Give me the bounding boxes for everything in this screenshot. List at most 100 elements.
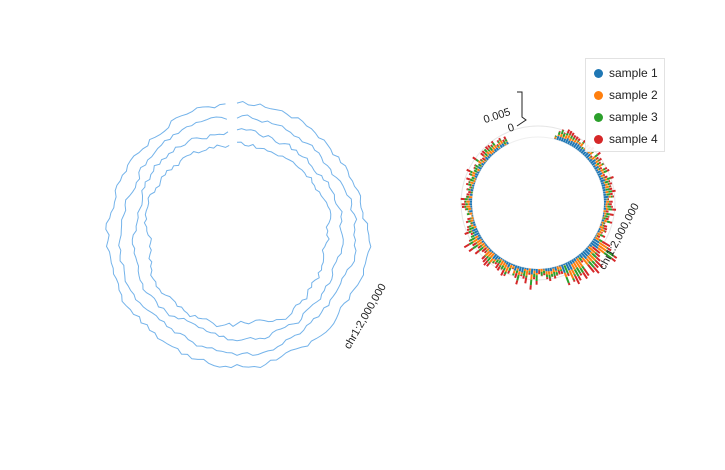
bar-mark-sample-1 [512,264,516,267]
bar-mark-sample-1 [602,188,606,192]
bar-mark-sample-1 [486,245,489,248]
bar-mark-sample-1 [488,248,493,253]
bar-mark-sample-3 [485,255,489,259]
bar-mark-sample-1 [573,142,578,149]
bar-mark-sample-1 [564,262,571,271]
legend-item[interactable]: sample 1 [594,65,658,81]
legend-dot-icon [594,134,603,144]
bar-mark-sample-2 [491,149,495,153]
bar-mark-sample-2 [567,134,571,139]
bar-mark-sample-1 [549,267,553,272]
bar-mark-sample-1 [506,141,509,145]
track-label: chr1:2,000,000 [342,282,389,352]
bar-mark-sample-4 [465,220,469,224]
bar-mark-sample-3 [503,141,507,145]
bar-mark-sample-1 [480,238,484,241]
bar-mark-sample-3 [598,167,601,171]
bar-mark-sample-2 [568,137,572,142]
bar-mark-sample-1 [598,175,602,179]
bar-mark-sample-1 [485,160,488,163]
bar-mark-sample-2 [558,266,562,270]
bar-mark-sample-1 [583,152,589,158]
bar-mark-sample-4 [466,225,470,229]
bar-mark-sample-2 [600,174,604,178]
bar-mark-sample-4 [557,270,561,275]
bar-mark-sample-4 [599,166,603,170]
bar-mark-sample-1 [585,247,592,253]
bar-mark-sample-3 [491,145,494,148]
bar-mark-sample-3 [487,148,491,152]
bar-mark-sample-1 [513,265,518,271]
bar-mark-sample-2 [502,262,506,267]
bar-mark-sample-4 [496,143,499,147]
legend-item[interactable]: sample 2 [594,87,658,103]
bar-mark-sample-2 [477,160,483,165]
bar-mark-sample-1 [473,229,479,234]
bar-mark-sample-2 [571,139,574,142]
bar-mark-sample-1 [576,255,580,259]
bar-mark-sample-4 [481,157,486,161]
bar-mark-sample-1 [578,253,584,259]
bar-mark-sample-4 [595,252,601,258]
bar-mark-sample-4 [472,156,477,161]
bar-mark-sample-1 [480,162,485,166]
bar-mark-sample-1 [481,240,485,244]
bar-mark-sample-2 [599,225,604,230]
bar-mark-sample-2 [579,142,584,147]
bar-mark-sample-4 [468,247,474,253]
bar-mark-sample-3 [573,273,576,277]
bar-mark-sample-4 [481,247,487,253]
bar-mark-sample-1 [575,143,580,150]
bar-mark-sample-2 [486,248,490,252]
legend-item[interactable]: sample 4 [594,131,658,147]
bar-mark-sample-2 [504,143,507,146]
bar-mark-sample-2 [497,258,500,261]
legend-dot-icon [594,90,603,100]
bar-mark-sample-1 [600,223,603,226]
bar-mark-sample-4 [483,260,489,266]
bar-mark-sample-1 [567,140,571,145]
bar-mark-sample-4 [514,272,518,279]
bar-mark-sample-1 [556,135,560,141]
bar-mark-sample-3 [484,159,487,162]
bar-mark-sample-3 [484,254,487,257]
bar-mark-sample-4 [490,140,494,144]
bar-mark-sample-4 [464,231,470,236]
bar-mark-sample-2 [588,253,596,261]
bar-mark-sample-3 [483,148,488,153]
bar-mark-sample-4 [481,150,486,155]
bar-mark-sample-2 [574,260,582,269]
bar-mark-sample-3 [606,177,611,181]
bar-mark-sample-3 [470,234,475,238]
bar-mark-sample-1 [492,253,498,260]
bar-mark-sample-1 [562,138,567,143]
bar-mark-sample-1 [471,227,478,232]
bar-mark-sample-2 [488,150,493,155]
bar-mark-sample-2 [498,142,502,146]
legend-label: sample 1 [609,66,658,80]
bar-mark-sample-4 [483,250,487,254]
bar-mark-sample-2 [471,173,476,178]
legend-item[interactable]: sample 3 [594,109,658,125]
bar-mark-sample-3 [474,164,479,168]
bar-mark-sample-3 [607,182,610,186]
bar-mark-sample-4 [604,230,607,233]
bar-mark-sample-3 [498,264,502,268]
bar-mark-sample-1 [590,159,596,165]
bar-mark-sample-4 [613,255,618,259]
bar-mark-sample-2 [483,155,487,159]
bar-mark-sample-2 [596,232,601,236]
bar-mark-sample-4 [573,135,577,139]
bar-mark-sample-2 [573,139,577,143]
bar-mark-sample-4 [553,275,557,279]
bar-mark-sample-3 [606,193,611,196]
bar-mark-sample-3 [588,261,595,269]
bar-mark-sample-3 [475,158,479,163]
bar-mark-sample-3 [606,246,609,250]
bar-mark-sample-1 [507,262,512,268]
bar-mark-sample-3 [529,279,533,286]
bar-mark-sample-4 [507,270,511,274]
bar-mark-sample-4 [602,173,606,177]
bar-mark-sample-4 [482,257,488,263]
